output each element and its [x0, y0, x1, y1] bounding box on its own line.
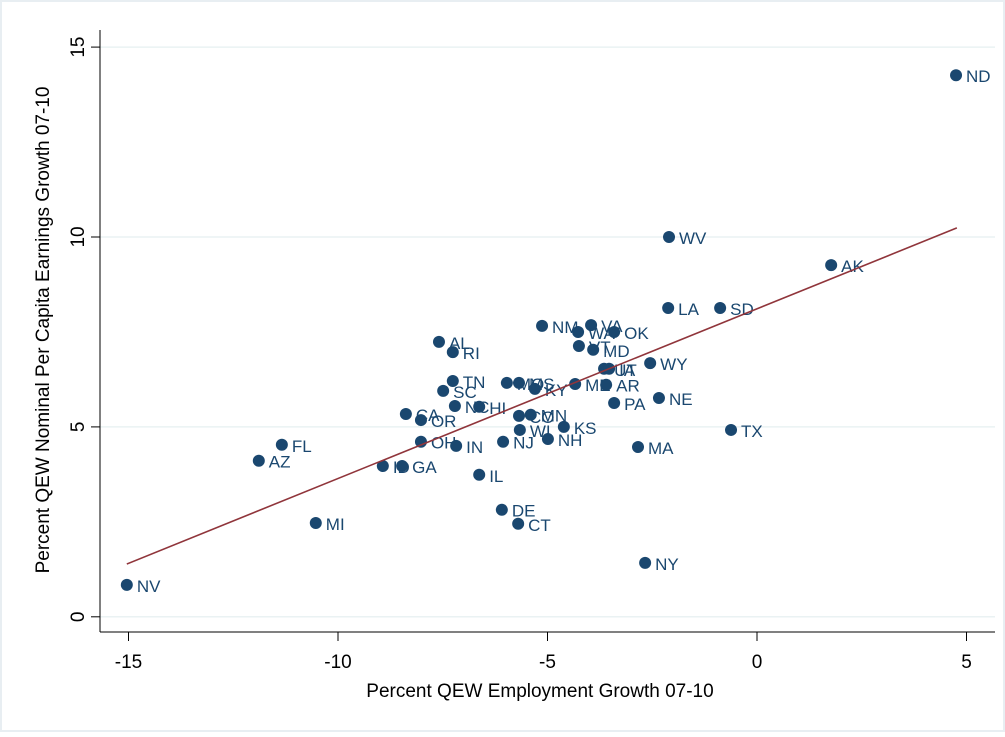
- point-label: NH: [558, 431, 583, 450]
- point: [663, 230, 676, 243]
- point: [399, 407, 412, 420]
- point: [524, 408, 537, 421]
- point: [446, 374, 459, 387]
- point: [572, 325, 585, 338]
- x-tick-label: -5: [539, 652, 556, 673]
- point-label: WV: [679, 229, 707, 248]
- point: [536, 319, 549, 332]
- point: [396, 460, 409, 473]
- point-label: KS: [574, 419, 597, 438]
- point-label: TX: [741, 422, 763, 441]
- point: [608, 325, 621, 338]
- point: [376, 460, 389, 473]
- point: [500, 376, 513, 389]
- point-label: DE: [512, 502, 536, 521]
- point-label: NJ: [513, 434, 534, 453]
- point: [541, 433, 554, 446]
- point: [252, 454, 265, 467]
- x-tick-label: 0: [752, 652, 763, 673]
- point: [414, 435, 427, 448]
- point-label: WA: [588, 324, 615, 343]
- point: [600, 378, 613, 391]
- point: [473, 400, 486, 413]
- point-label: TN: [463, 373, 486, 392]
- point: [513, 409, 526, 422]
- point: [652, 392, 665, 405]
- point: [497, 435, 510, 448]
- point-label: HI: [489, 399, 506, 418]
- y-tick-label: 0: [68, 612, 89, 623]
- point: [572, 340, 585, 353]
- point: [473, 468, 486, 481]
- point-label: PA: [624, 395, 646, 414]
- point: [725, 423, 738, 436]
- point: [825, 259, 838, 272]
- y-axis-title: Percent QEW Nominal Per Capita Earnings …: [33, 87, 54, 574]
- point: [513, 423, 526, 436]
- y-tick-label: 5: [68, 422, 89, 433]
- point-label: GA: [412, 458, 437, 477]
- point: [714, 302, 727, 315]
- point: [608, 396, 621, 409]
- point-label: WY: [660, 355, 687, 374]
- x-tick-label: -10: [324, 652, 351, 673]
- point-label: AK: [841, 257, 864, 276]
- point: [432, 335, 445, 348]
- point: [587, 343, 600, 356]
- point: [632, 441, 645, 454]
- point: [557, 420, 570, 433]
- point: [450, 439, 463, 452]
- point: [512, 517, 525, 530]
- point: [309, 516, 322, 529]
- point-label: NY: [655, 555, 679, 574]
- point-label: FL: [292, 437, 312, 456]
- x-axis-title: Percent QEW Employment Growth 07-10: [366, 681, 713, 702]
- point-label: IA: [619, 361, 636, 380]
- point: [437, 384, 450, 397]
- fit-line: [126, 227, 958, 565]
- point-label: SD: [730, 300, 754, 319]
- point: [644, 357, 657, 370]
- x-tick-label: 5: [961, 652, 972, 673]
- point: [120, 578, 133, 591]
- point: [585, 319, 598, 332]
- point: [275, 438, 288, 451]
- point-label: NV: [137, 577, 161, 596]
- point-label: AR: [616, 377, 640, 396]
- point-label: NM: [552, 318, 578, 337]
- point-label: IN: [466, 438, 483, 457]
- point: [513, 376, 526, 389]
- point-label: NE: [669, 390, 693, 409]
- point-label: MD: [603, 342, 629, 361]
- point-label: MN: [541, 407, 567, 426]
- point-label: AZ: [269, 453, 291, 472]
- point: [950, 69, 963, 82]
- point: [495, 503, 508, 516]
- point-label: OK: [624, 324, 649, 343]
- point: [528, 382, 541, 395]
- point: [414, 414, 427, 427]
- point: [662, 302, 675, 315]
- point-label: RI: [463, 344, 480, 363]
- point-label: UT: [614, 361, 637, 380]
- y-tick-label: 10: [68, 226, 89, 247]
- point-label: LA: [678, 300, 699, 319]
- point-label: IL: [489, 467, 503, 486]
- y-tick-label: 15: [68, 37, 89, 58]
- point: [446, 346, 459, 359]
- point-label: MI: [326, 515, 345, 534]
- point: [448, 400, 461, 413]
- point-label: ND: [966, 67, 991, 86]
- point-label: CT: [528, 516, 551, 535]
- point-label: MA: [648, 439, 674, 458]
- point-label: OR: [431, 412, 457, 431]
- point: [639, 556, 652, 569]
- point-label: SC: [453, 383, 477, 402]
- x-tick-label: -15: [115, 652, 142, 673]
